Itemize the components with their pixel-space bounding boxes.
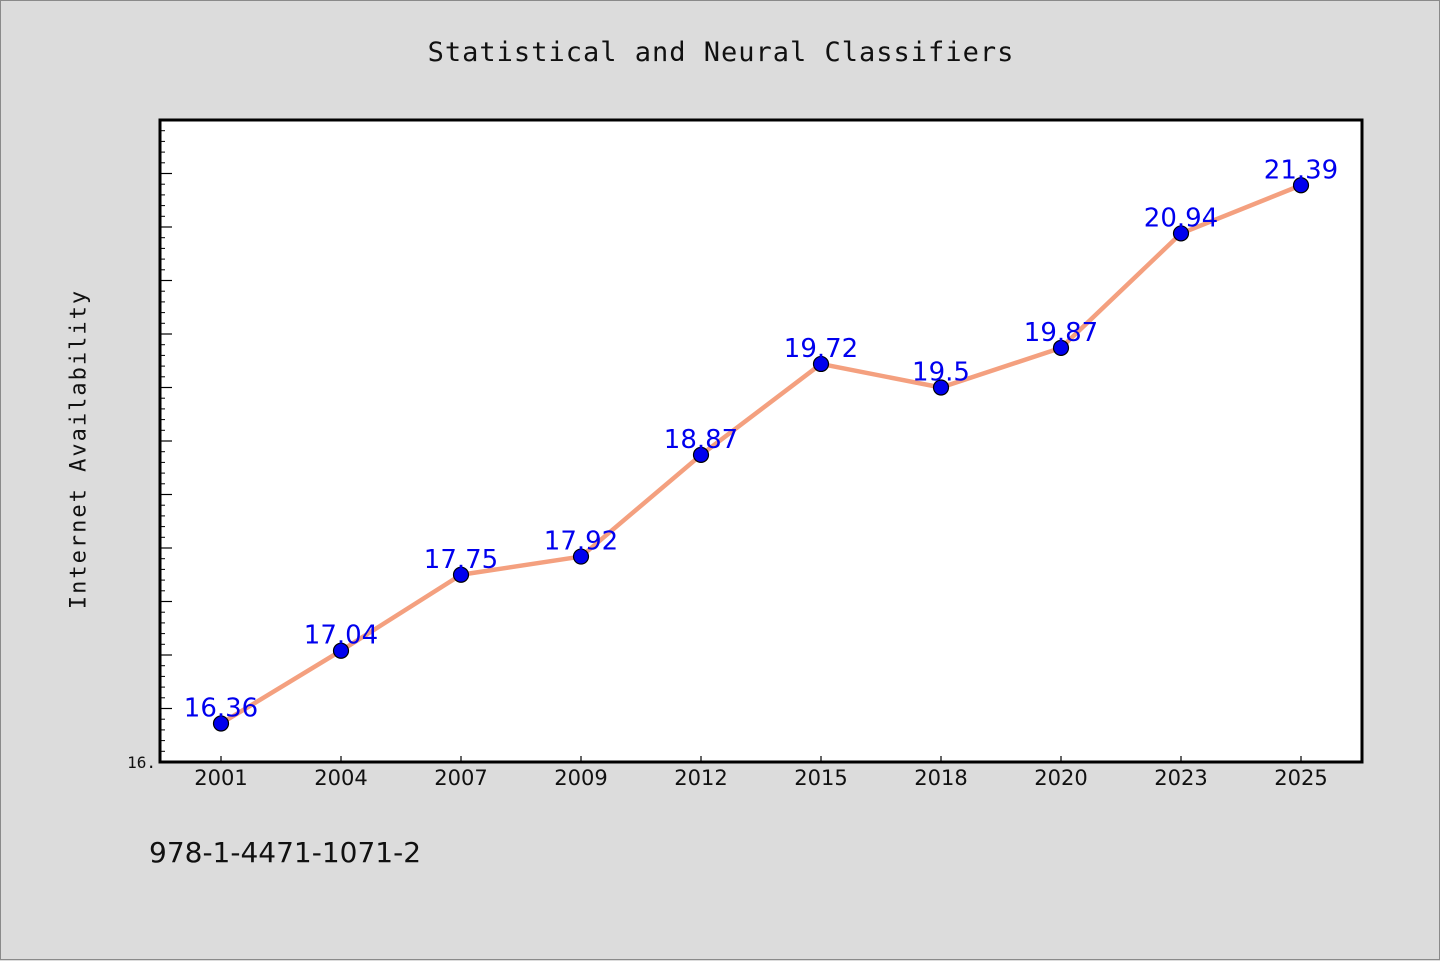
data-point <box>812 355 830 373</box>
chart-title: Statistical and Neural Classifiers <box>427 37 1015 68</box>
data-label: 17.75 <box>424 545 498 575</box>
x-tick-label: 2012 <box>674 766 727 790</box>
x-tick-label: 2004 <box>314 766 367 790</box>
data-point <box>692 446 710 464</box>
x-tick-label: 2015 <box>794 766 847 790</box>
data-label: 16.36 <box>184 693 258 723</box>
data-label: 19.5 <box>912 358 970 388</box>
x-tick-label: 2018 <box>914 766 967 790</box>
data-label: 17.04 <box>304 621 378 651</box>
plot-area <box>158 118 1364 764</box>
x-tick-label: 2009 <box>554 766 607 790</box>
x-tick-label: 2023 <box>1154 766 1207 790</box>
footer-code: 978-1-4471-1071-2 <box>149 836 422 869</box>
data-point <box>1052 339 1070 357</box>
x-tick-label: 2025 <box>1274 766 1327 790</box>
data-label: 17.92 <box>544 527 618 557</box>
y-tick-label: 16. <box>127 753 156 772</box>
data-label: 21.39 <box>1264 155 1338 185</box>
data-point <box>572 548 590 565</box>
x-tick-label: 2007 <box>434 766 487 790</box>
series-line <box>219 183 1302 726</box>
x-tick-label: 2001 <box>194 766 247 790</box>
data-label: 19.72 <box>784 334 858 364</box>
data-point <box>1172 225 1190 242</box>
data-point <box>1292 177 1310 194</box>
data-label: 20.94 <box>1144 203 1218 233</box>
data-point <box>932 379 950 396</box>
x-tick-label: 2020 <box>1034 766 1087 790</box>
data-point <box>212 715 230 732</box>
data-label: 19.87 <box>1024 318 1098 348</box>
data-label: 18.87 <box>664 425 738 455</box>
data-point <box>452 566 470 583</box>
data-point <box>332 642 350 659</box>
